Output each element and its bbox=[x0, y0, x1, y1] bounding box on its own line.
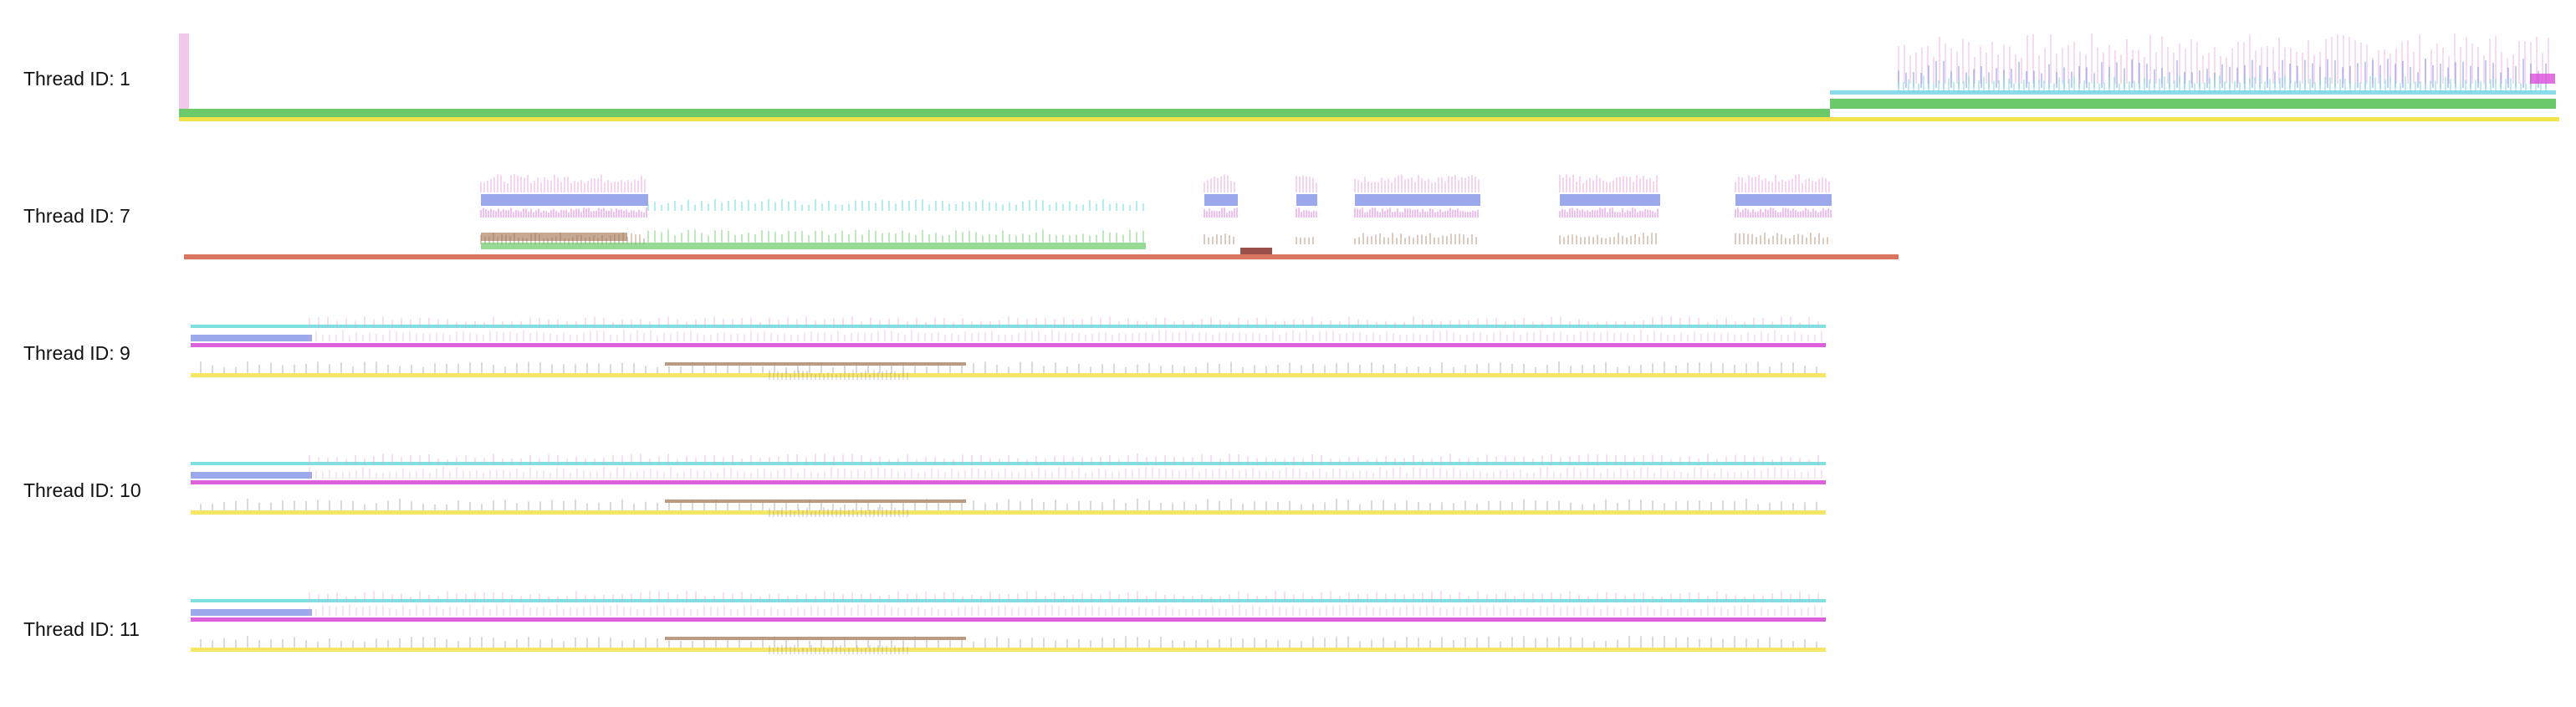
thread-label-1: Thread ID: 1 bbox=[23, 68, 130, 90]
thread-label-11: Thread ID: 11 bbox=[23, 618, 140, 640]
thread-track-11[interactable] bbox=[167, 590, 2576, 707]
thread-label-9: Thread ID: 9 bbox=[23, 342, 130, 364]
thread-label-10: Thread ID: 10 bbox=[23, 479, 141, 501]
thread-track-9[interactable] bbox=[167, 310, 2576, 427]
thread-track-10[interactable] bbox=[167, 452, 2576, 569]
thread-track-1[interactable] bbox=[167, 25, 2576, 142]
thread-track-7[interactable] bbox=[167, 167, 2576, 284]
thread-label-7: Thread ID: 7 bbox=[23, 205, 130, 227]
